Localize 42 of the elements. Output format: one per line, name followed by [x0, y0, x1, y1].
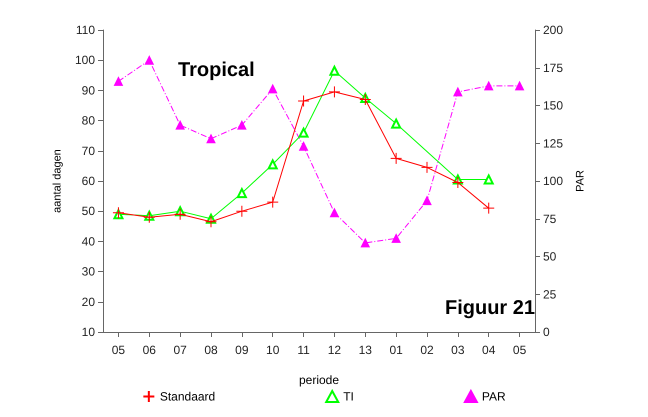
- x-tick-label: 04: [482, 343, 496, 357]
- legend-label: PAR: [482, 390, 506, 404]
- y-tick-label: 70: [82, 144, 96, 158]
- y2-tick-label: 75: [543, 212, 557, 226]
- y-tick-label: 80: [82, 114, 96, 128]
- y2-tick-label: 25: [543, 287, 557, 302]
- x-axis-title: periode: [298, 373, 340, 387]
- y-tick-label: 40: [82, 234, 96, 248]
- y2-tick-label: 200: [543, 23, 564, 37]
- x-tick-label: 09: [235, 343, 249, 357]
- x-tick-label: 07: [173, 343, 188, 357]
- y-tick-label: 90: [82, 83, 96, 98]
- y2-tick-label: 150: [543, 98, 564, 112]
- x-tick-label: 05: [112, 343, 126, 357]
- y-tick-label: 100: [74, 53, 96, 68]
- y-tick-label: 20: [82, 294, 96, 309]
- annotation: Tropical: [178, 59, 255, 81]
- x-tick-label: 05: [512, 343, 527, 357]
- x-tick-label: 06: [142, 343, 156, 357]
- x-tick-label: 13: [358, 343, 372, 357]
- x-tick-label: 12: [328, 343, 342, 357]
- y2-tick-label: 50: [543, 250, 557, 264]
- y-axis-title: aantal dagen: [52, 149, 64, 213]
- y2-tick-label: 0: [543, 325, 550, 339]
- y-tick-label: 110: [76, 23, 96, 37]
- annotation: Figuur 21: [444, 297, 536, 319]
- y-tick-label: 50: [82, 204, 96, 218]
- legend-label: TI: [343, 390, 354, 404]
- y2-tick-label: 100: [543, 174, 564, 188]
- x-tick-label: 08: [204, 343, 218, 357]
- y-tick-label: 60: [82, 174, 96, 188]
- x-tick-label: 01: [389, 343, 404, 357]
- y2-tick-label: 175: [543, 60, 564, 75]
- y2-axis-title: PAR: [574, 170, 586, 192]
- x-tick-label: 11: [297, 343, 310, 357]
- x-tick-label: 03: [451, 343, 465, 357]
- y-tick-label: 10: [82, 325, 96, 339]
- x-tick-label: 10: [266, 343, 280, 357]
- legend-label: Standaard: [160, 390, 216, 404]
- y2-tick-label: 125: [543, 136, 564, 150]
- x-tick-label: 02: [420, 343, 434, 357]
- y-tick-label: 30: [82, 264, 96, 279]
